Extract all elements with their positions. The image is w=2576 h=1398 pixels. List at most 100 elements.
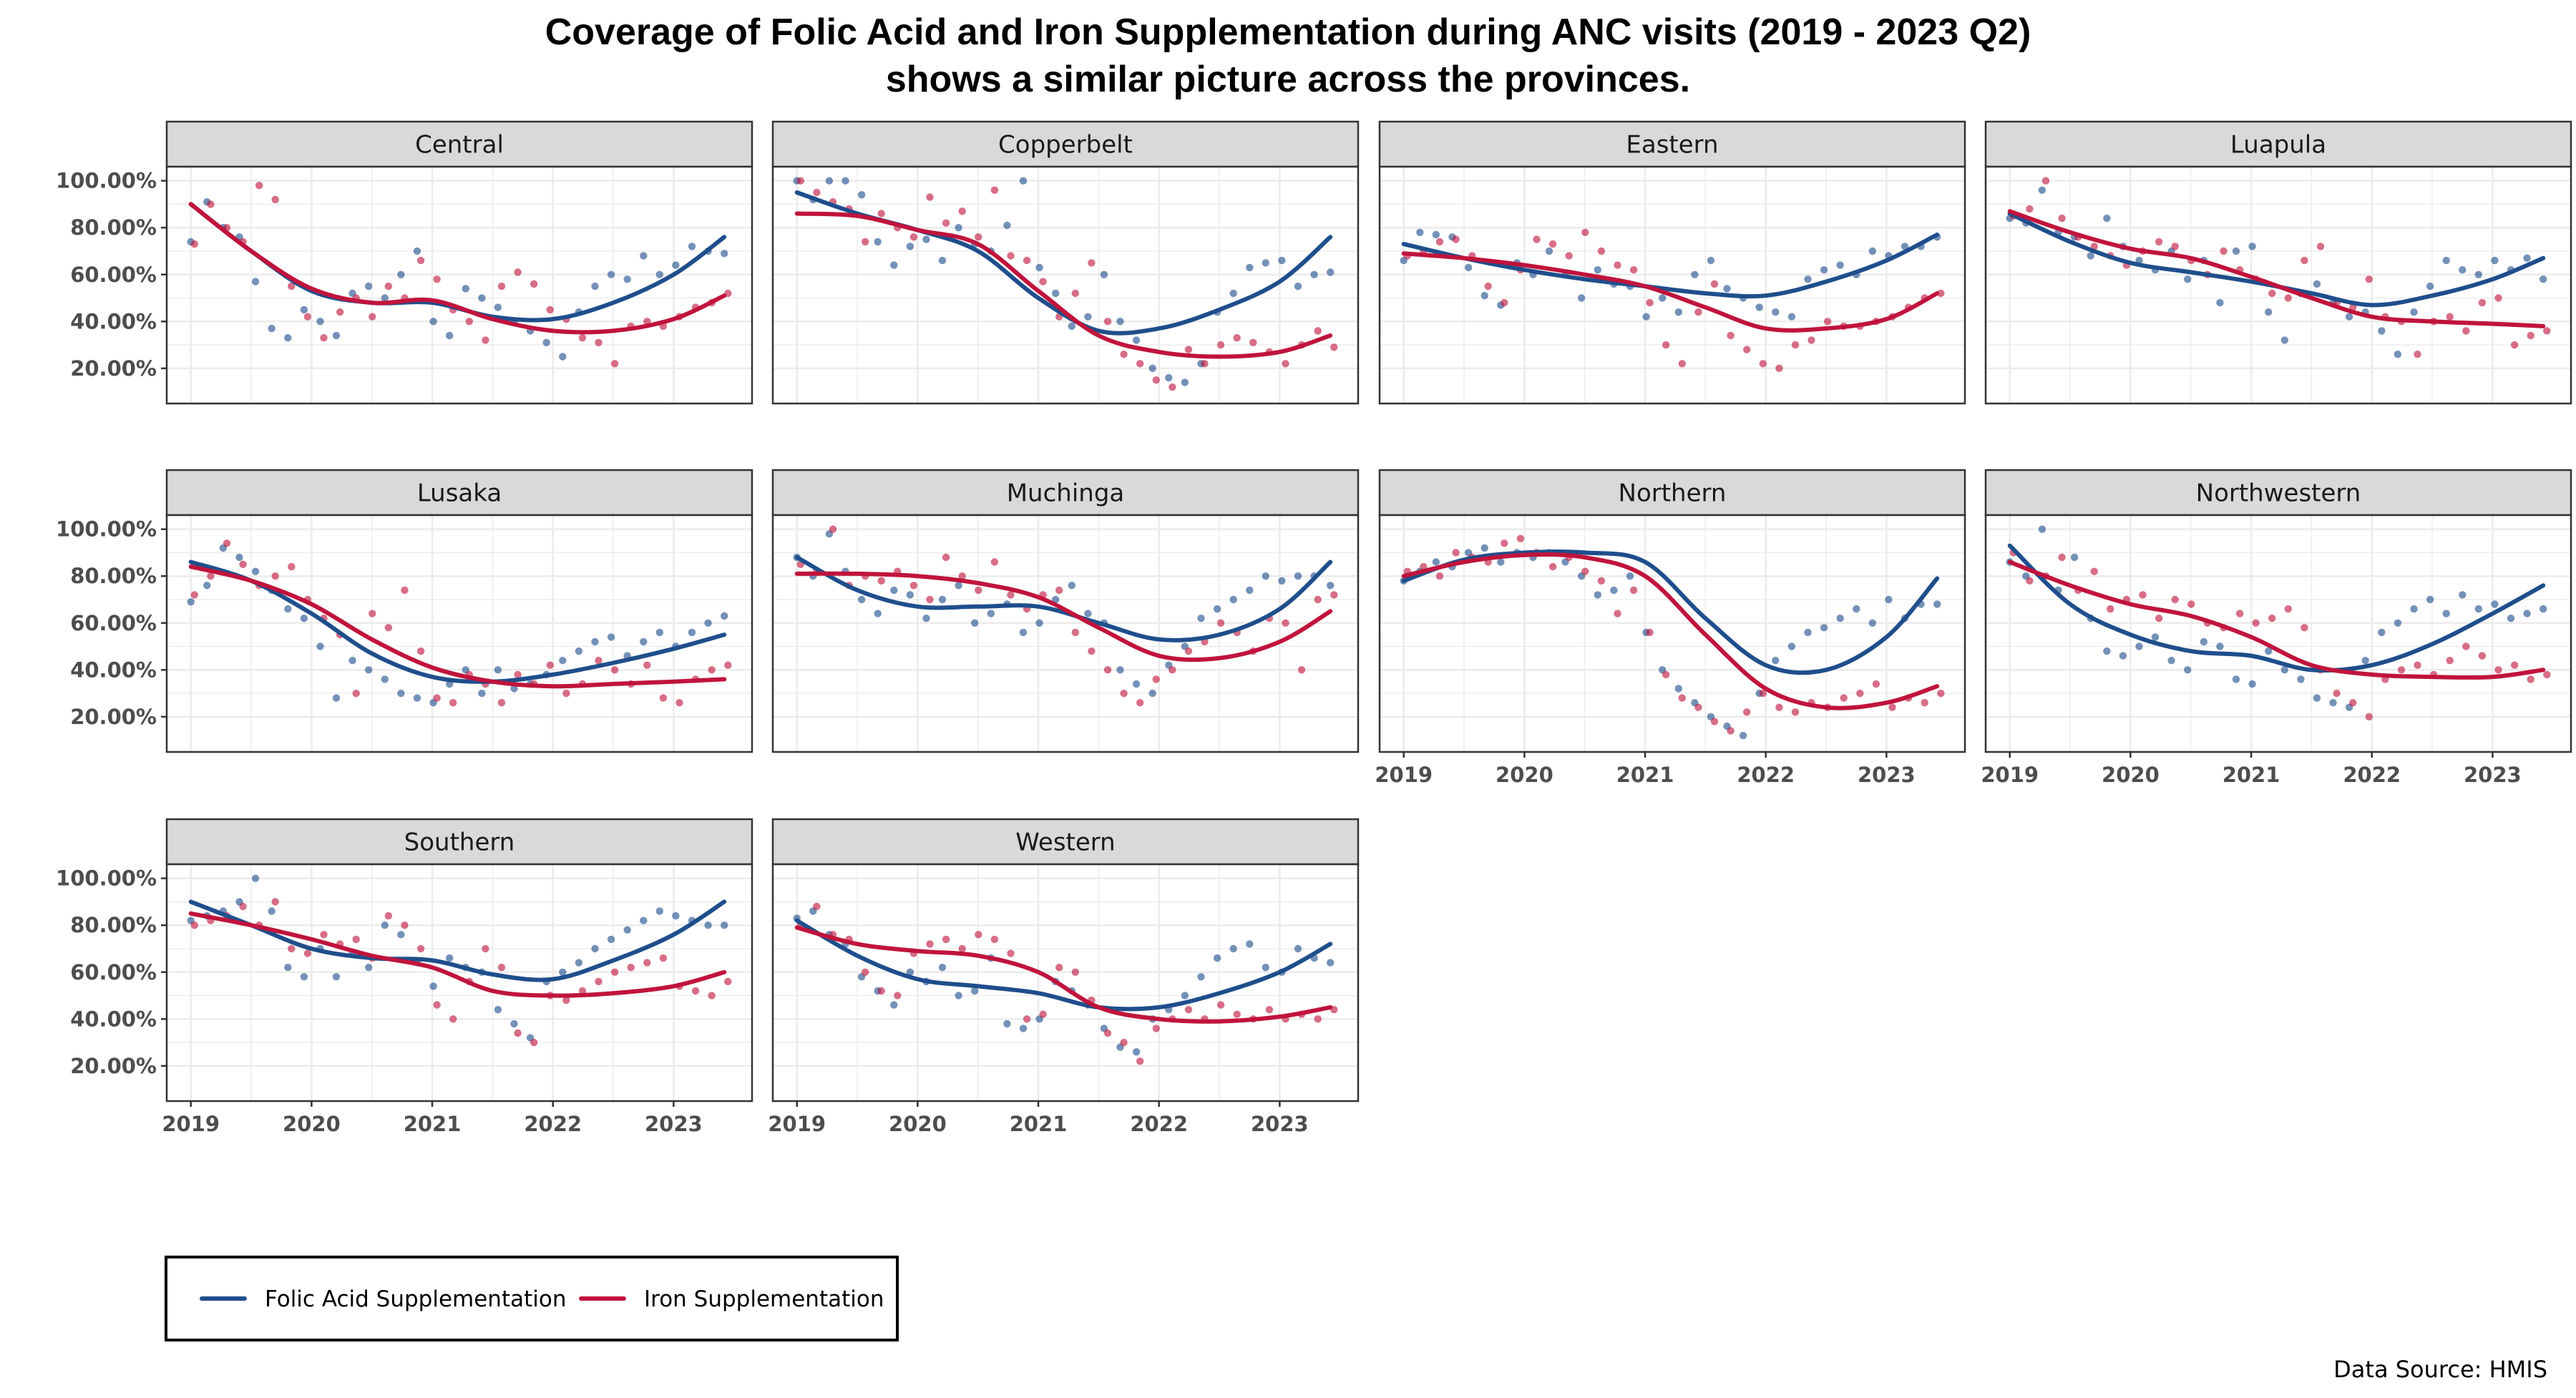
folic-point — [874, 238, 882, 246]
folic-point — [1674, 685, 1682, 693]
iron-point — [610, 968, 619, 977]
folic-point — [478, 294, 486, 302]
folic-point — [316, 318, 324, 326]
iron-point — [1533, 235, 1541, 243]
folic-point — [2410, 605, 2418, 613]
folic-point — [251, 874, 260, 882]
x-tick-label: 2023 — [1251, 1112, 1309, 1136]
iron-point — [691, 987, 700, 995]
folic-point — [397, 270, 405, 278]
folic-point — [300, 973, 308, 981]
panel-border-northern — [1378, 514, 1966, 753]
iron-points-central — [190, 182, 732, 368]
iron-point — [1152, 1025, 1161, 1032]
iron-point — [1007, 949, 1015, 957]
folic-point — [688, 628, 696, 637]
folic-point — [1262, 964, 1270, 972]
iron-point — [990, 558, 999, 566]
folic-point — [1246, 940, 1254, 948]
folic-point — [2474, 605, 2482, 613]
folic-point — [332, 694, 341, 702]
iron-point — [1216, 1001, 1225, 1009]
facet-panels: Central 20.00% 40.00% 60.00% 80.00% 100.00% Co… — [56, 120, 2572, 1136]
folic-point — [1116, 318, 1124, 326]
iron-point — [675, 699, 683, 707]
folic-point — [2248, 680, 2256, 688]
folic-point — [397, 689, 405, 698]
strip-northwestern — [1984, 469, 2572, 517]
iron-point — [1233, 1010, 1241, 1018]
folic-point — [1432, 230, 1440, 239]
grid-southern — [167, 864, 752, 1101]
iron-point — [1743, 346, 1751, 353]
panel-southern: Southern 20.00% 40.00% 60.00% 80.00% 100.00% 2… — [56, 818, 753, 1136]
iron-point — [975, 586, 982, 595]
y-tick-label: 100.00% — [56, 866, 157, 891]
folic-point — [2523, 610, 2531, 617]
folic-point — [857, 191, 866, 199]
folic-point — [1868, 247, 1876, 255]
folic-point — [268, 907, 275, 915]
iron-point — [190, 922, 198, 929]
folic-point — [2474, 270, 2482, 278]
folic-point — [623, 926, 631, 934]
folic-point — [591, 282, 599, 290]
iron-point — [288, 282, 296, 290]
folic-point — [1294, 944, 1302, 953]
strip-label-southern: Southern — [404, 828, 515, 857]
y-tick-label: 100.00% — [56, 517, 157, 542]
iron-point — [190, 591, 198, 599]
strip-label-lusaka: Lusaka — [417, 479, 502, 508]
folic-point — [2459, 591, 2467, 599]
folic-point — [1545, 247, 1553, 255]
iron-trend-line-muchinga — [794, 571, 1333, 663]
iron-point — [643, 318, 651, 326]
folic-point — [284, 334, 292, 342]
iron-point — [1710, 280, 1719, 288]
iron-point — [562, 689, 570, 698]
folic-point — [510, 1020, 518, 1028]
iron-point — [497, 282, 506, 290]
x-tick-label: 2022 — [1130, 1112, 1188, 1136]
iron-point — [2268, 289, 2276, 298]
folic-point — [381, 675, 389, 683]
iron-point — [1152, 675, 1161, 683]
folic-point — [1213, 605, 1221, 613]
iron-point — [877, 210, 885, 217]
folic-point — [1755, 303, 1763, 311]
iron-point — [482, 336, 489, 344]
folic-point — [251, 567, 260, 575]
folic-point — [2151, 633, 2160, 641]
y-tick-label: 60.00% — [70, 960, 157, 984]
folic-point — [640, 637, 648, 646]
folic-point — [1642, 313, 1650, 321]
folic-point — [825, 177, 834, 185]
iron-point — [433, 275, 441, 283]
iron-point — [1435, 572, 1444, 580]
folic-point — [1885, 595, 1893, 604]
legend-label-iron: Iron Supplementation — [644, 1286, 884, 1312]
iron-point — [1297, 666, 1306, 674]
panel-luapula: Luapula — [1984, 120, 2572, 405]
folic-point — [1804, 628, 1812, 637]
folic-point — [1610, 586, 1618, 595]
iron-point — [1233, 334, 1241, 342]
iron-point — [1007, 252, 1015, 260]
iron-point — [813, 902, 821, 911]
iron-point — [1694, 703, 1702, 711]
folic-point — [2378, 327, 2386, 335]
folic-point — [316, 642, 324, 650]
iron-point — [1055, 586, 1063, 595]
iron-point — [2026, 577, 2034, 585]
folic-point — [1310, 270, 1318, 278]
iron-point — [2527, 331, 2534, 340]
iron-point — [1184, 1006, 1193, 1014]
folic-point — [1787, 642, 1796, 650]
iron-point — [708, 992, 716, 999]
iron-point — [2494, 666, 2502, 674]
iron-point — [271, 572, 279, 580]
panel-border-copperbelt — [771, 165, 1360, 405]
iron-trend-line-lusaka — [188, 564, 727, 689]
iron-point — [724, 977, 732, 986]
folic-point — [1853, 605, 1860, 613]
